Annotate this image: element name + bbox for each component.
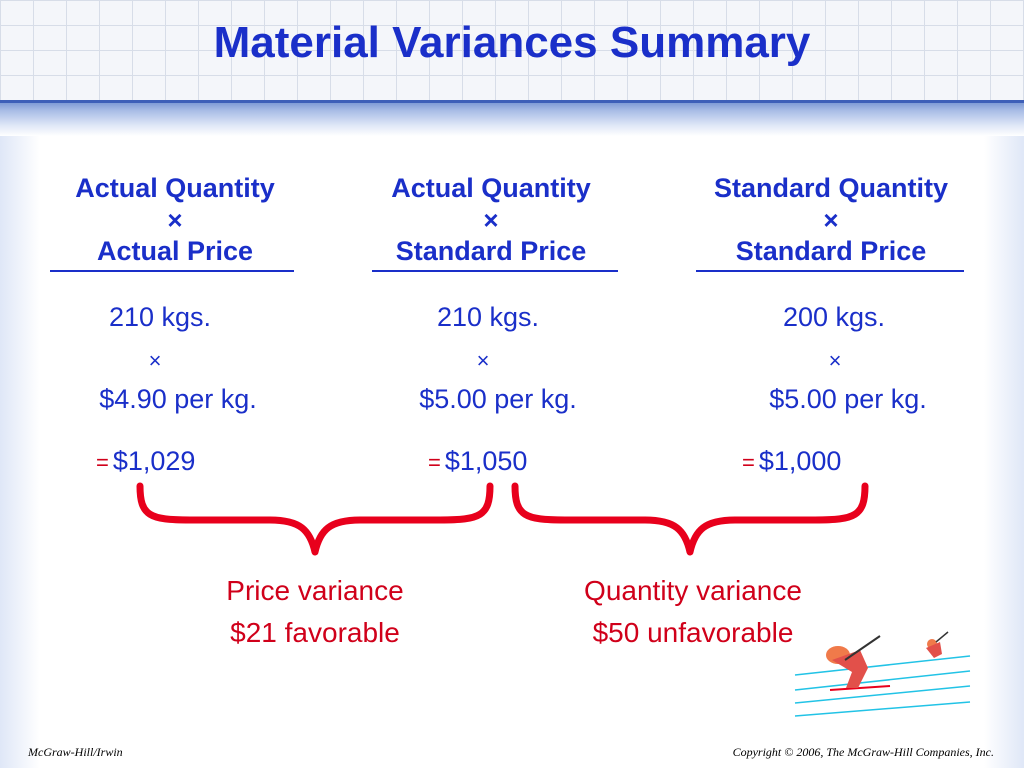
column-header-underline bbox=[372, 270, 618, 272]
column-header-line1: Standard Quantity bbox=[713, 173, 949, 203]
multiply-symbol: × bbox=[828, 348, 842, 373]
column-header-line2: Standard Price bbox=[735, 236, 927, 266]
page-title: Material Variances Summary bbox=[213, 18, 811, 67]
variance-name: Price variance bbox=[226, 575, 404, 606]
column-header-line2: Standard Price bbox=[395, 236, 587, 266]
price-value: $4.90 per kg. bbox=[99, 384, 257, 414]
variance-name: Quantity variance bbox=[584, 575, 802, 606]
price-value: $5.00 per kg. bbox=[769, 384, 927, 414]
footer-publisher: McGraw-Hill/Irwin bbox=[28, 745, 123, 759]
column-actual-actual: Actual Quantity × Actual Price bbox=[40, 172, 310, 268]
skier-clipart-icon bbox=[794, 631, 971, 717]
quantity-value: 210 kgs. bbox=[108, 302, 212, 332]
equals-sign: = bbox=[428, 450, 441, 475]
multiply-symbol: × bbox=[148, 348, 162, 373]
price-variance-label: Price variance $21 favorable bbox=[195, 570, 435, 654]
column-standard-standard: Standard Quantity × Standard Price bbox=[680, 172, 982, 268]
equals-sign: = bbox=[742, 450, 755, 475]
column-header-underline bbox=[696, 270, 964, 272]
total-amount: $1,050 bbox=[444, 446, 528, 476]
right-side-shade bbox=[984, 136, 1024, 768]
quantity-value: 200 kgs. bbox=[782, 302, 886, 332]
multiply-symbol: × bbox=[476, 348, 490, 373]
multiply-symbol: × bbox=[823, 205, 839, 235]
column-actual-standard: Actual Quantity × Standard Price bbox=[355, 172, 627, 268]
quantity-variance-label: Quantity variance $50 unfavorable bbox=[548, 570, 838, 654]
total-value: = $1,050 bbox=[428, 446, 527, 477]
multiply-symbol: × bbox=[483, 205, 499, 235]
title-divider-stripe bbox=[0, 100, 1024, 136]
price-variance-brace bbox=[136, 482, 494, 556]
total-value: = $1,029 bbox=[96, 446, 195, 477]
left-side-shade bbox=[0, 136, 40, 768]
total-amount: $1,029 bbox=[112, 446, 196, 476]
column-header-line1: Actual Quantity bbox=[391, 173, 591, 203]
quantity-variance-brace bbox=[511, 482, 869, 556]
equals-sign: = bbox=[96, 450, 109, 475]
column-header-line1: Actual Quantity bbox=[75, 173, 275, 203]
multiply-symbol: × bbox=[167, 205, 183, 235]
price-value: $5.00 per kg. bbox=[419, 384, 577, 414]
total-amount: $1,000 bbox=[758, 446, 842, 476]
title-banner bbox=[0, 0, 1024, 100]
variance-amount: $50 unfavorable bbox=[592, 617, 794, 648]
column-header-underline bbox=[50, 270, 294, 272]
total-value: = $1,000 bbox=[742, 446, 841, 477]
variance-amount: $21 favorable bbox=[230, 617, 400, 648]
column-header-line2: Actual Price bbox=[96, 236, 254, 266]
footer-copyright: Copyright © 2006, The McGraw-Hill Compan… bbox=[732, 745, 994, 759]
quantity-value: 210 kgs. bbox=[436, 302, 540, 332]
